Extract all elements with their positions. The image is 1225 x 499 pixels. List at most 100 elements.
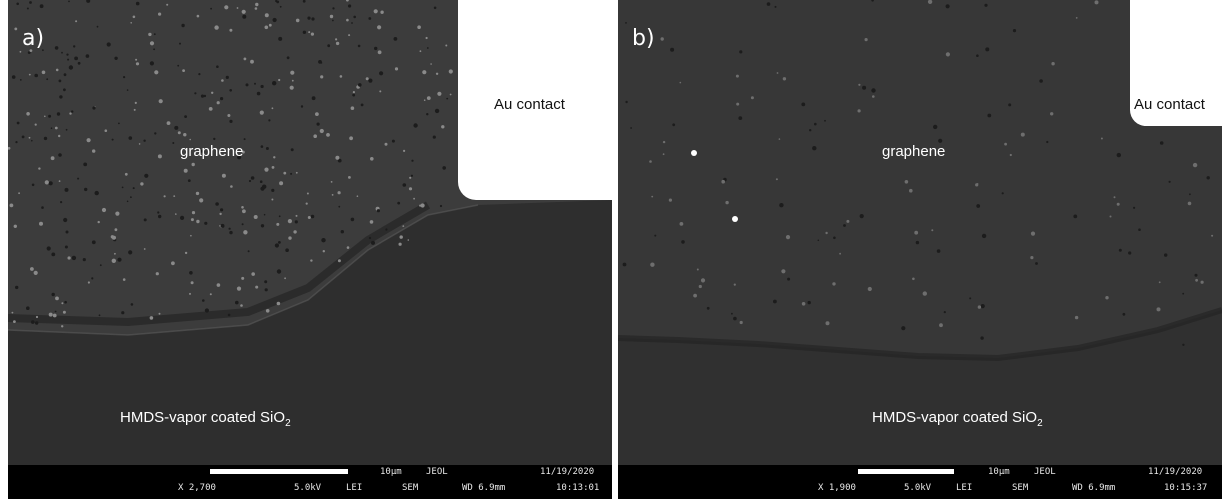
particle — [394, 67, 399, 71]
particle — [430, 63, 432, 65]
particle — [825, 231, 828, 235]
particle — [278, 78, 281, 82]
particle — [135, 62, 140, 66]
particle — [66, 53, 69, 56]
particle — [987, 113, 992, 118]
date-text-a: 11/19/2020 — [540, 467, 595, 477]
particle — [733, 316, 737, 321]
particle — [13, 320, 16, 323]
particle — [915, 240, 920, 245]
particle — [904, 180, 909, 184]
info-bar-a: 10µm JEOL 11/19/2020 X 2,700 5.0kV LEI S… — [8, 465, 612, 499]
particle — [175, 213, 177, 215]
particle — [423, 99, 426, 101]
particle — [121, 311, 125, 315]
voltage-text-b: 5.0kV — [904, 483, 932, 493]
scale-bar-a — [210, 469, 348, 474]
particle — [130, 303, 134, 306]
particle — [240, 304, 243, 307]
particle — [1073, 214, 1078, 219]
particle — [335, 38, 338, 41]
particle — [237, 155, 242, 160]
particle — [407, 239, 410, 241]
particle — [426, 96, 431, 100]
particle — [1051, 62, 1055, 66]
sem-panel-b: b) graphene Au contact HMDS-vapor coated… — [618, 0, 1222, 499]
particle — [61, 325, 64, 328]
particle — [912, 277, 915, 281]
particle — [1158, 281, 1161, 284]
particle — [733, 283, 736, 286]
particle — [195, 191, 200, 196]
substrate-label-a: HMDS-vapor coated SiO2 — [120, 409, 291, 429]
particle — [1156, 307, 1161, 312]
brand-text-b: JEOL — [1034, 467, 1056, 477]
particle — [220, 97, 224, 101]
panel-label-b: b) — [632, 26, 655, 51]
particle — [166, 121, 171, 125]
particle — [276, 0, 280, 4]
particle — [143, 139, 146, 142]
particle — [58, 79, 62, 83]
particle — [445, 44, 448, 47]
particle — [739, 320, 743, 325]
particle — [348, 4, 352, 8]
particle — [293, 230, 297, 234]
particle — [194, 92, 197, 95]
particle — [782, 77, 787, 81]
particle — [739, 50, 743, 54]
particle — [99, 264, 102, 267]
particle — [370, 157, 374, 161]
particle — [92, 106, 96, 110]
particle — [975, 183, 979, 187]
particle — [1211, 234, 1214, 237]
particles-b — [622, 0, 1214, 346]
particle — [339, 75, 343, 78]
particle — [225, 75, 229, 79]
particle — [219, 225, 222, 227]
particle — [184, 115, 188, 118]
particle — [216, 101, 220, 105]
particle — [1138, 228, 1141, 231]
particle — [356, 195, 359, 197]
particle — [68, 65, 74, 70]
particle — [85, 54, 90, 58]
particle — [272, 17, 277, 23]
particle — [435, 72, 439, 76]
particle — [130, 196, 132, 199]
particle — [330, 181, 333, 183]
particle — [132, 15, 136, 19]
particle — [44, 180, 49, 185]
particle — [200, 94, 205, 98]
particle — [307, 16, 311, 20]
particle — [1020, 132, 1025, 137]
particle — [54, 126, 58, 130]
particle — [8, 146, 11, 150]
sem-panel-a: a) graphene Au contact HMDS-vapor coated… — [8, 0, 612, 499]
particle — [73, 45, 76, 48]
particle — [316, 122, 320, 126]
substrate-label-b: HMDS-vapor coated SiO2 — [872, 409, 1043, 429]
particle — [245, 83, 249, 87]
particle — [927, 0, 933, 4]
particle — [154, 132, 157, 135]
particle — [1133, 206, 1136, 209]
particle — [735, 74, 739, 78]
particle — [65, 128, 68, 131]
particle — [377, 25, 382, 30]
particle — [833, 236, 836, 240]
particle — [157, 154, 162, 159]
particle — [271, 166, 275, 169]
particle — [208, 107, 213, 111]
particle — [340, 230, 344, 234]
particle — [236, 286, 242, 291]
particle — [13, 224, 17, 228]
particle — [310, 214, 315, 219]
particle — [936, 249, 941, 253]
particle — [219, 212, 222, 216]
particle — [1182, 292, 1185, 295]
particle — [1116, 152, 1121, 158]
particle — [122, 278, 126, 281]
particle — [976, 54, 979, 57]
particle — [98, 314, 101, 317]
